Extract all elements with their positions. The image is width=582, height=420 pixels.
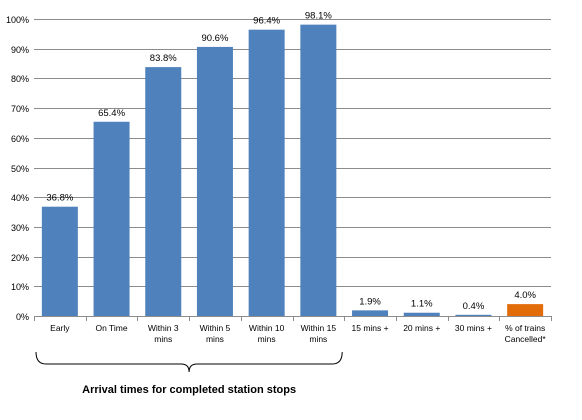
- data-label: 0.4%: [463, 301, 485, 312]
- bar: [352, 310, 389, 316]
- bar: [145, 67, 182, 316]
- y-tick-label: 50%: [11, 164, 29, 174]
- bar: [507, 304, 544, 316]
- group-label: Arrival times for completed station stop…: [82, 384, 296, 396]
- bar: [455, 314, 492, 316]
- data-label: 1.9%: [359, 296, 381, 307]
- bar: [300, 24, 337, 316]
- x-tick-label: Early: [50, 323, 70, 333]
- x-axis: [34, 316, 552, 321]
- data-labels: 36.8% 65.4% 83.8% 90.6% 96.4% 98.1% 1.9% 1.1% 0.…: [46, 11, 536, 312]
- x-tick-label: Within 5 mins: [200, 323, 231, 344]
- data-label: 65.4%: [98, 108, 125, 119]
- x-axis-tick-labels: Early On Time Within 3 mins Within 5 mins With…: [50, 323, 546, 344]
- bar: [248, 29, 285, 317]
- x-tick-label: 20 mins +: [403, 323, 440, 333]
- y-tick-label: 30%: [11, 223, 29, 233]
- bars: [41, 24, 544, 317]
- x-tick-label: Within 15 mins: [301, 323, 337, 344]
- x-tick-label: On Time: [95, 323, 127, 333]
- bar: [196, 46, 233, 316]
- bar: [93, 121, 130, 317]
- data-label: 96.4%: [253, 16, 280, 27]
- x-tick-label: Within 10 mins: [249, 323, 285, 344]
- data-label: 98.1%: [305, 11, 332, 22]
- x-tick-label: 30 mins +: [455, 323, 492, 333]
- y-tick-label: 70%: [11, 104, 29, 114]
- data-label: 1.1%: [411, 299, 433, 310]
- y-tick-label: 0%: [16, 312, 29, 322]
- x-tick-label: % of trains Cancelled*: [505, 323, 547, 344]
- x-tick-label: Within 3 mins: [148, 323, 179, 344]
- y-tick-label: 20%: [11, 253, 29, 263]
- data-label: 90.6%: [201, 33, 228, 44]
- y-axis-tick-labels: 0% 10% 20% 30% 40% 50% 60% 70% 80% 90% 100%: [6, 15, 29, 322]
- bar: [41, 206, 78, 316]
- y-tick-label: 90%: [11, 45, 29, 55]
- y-tick-label: 10%: [11, 282, 29, 292]
- data-label: 83.8%: [150, 53, 177, 64]
- data-label: 4.0%: [514, 290, 536, 301]
- group-brace: [35, 351, 343, 373]
- y-tick-label: 80%: [11, 74, 29, 84]
- y-tick-label: 100%: [6, 15, 29, 25]
- y-tick-label: 40%: [11, 193, 29, 203]
- data-label: 36.8%: [46, 193, 73, 204]
- bar: [403, 312, 440, 316]
- y-tick-label: 60%: [11, 134, 29, 144]
- x-tick-label: 15 mins +: [352, 323, 389, 333]
